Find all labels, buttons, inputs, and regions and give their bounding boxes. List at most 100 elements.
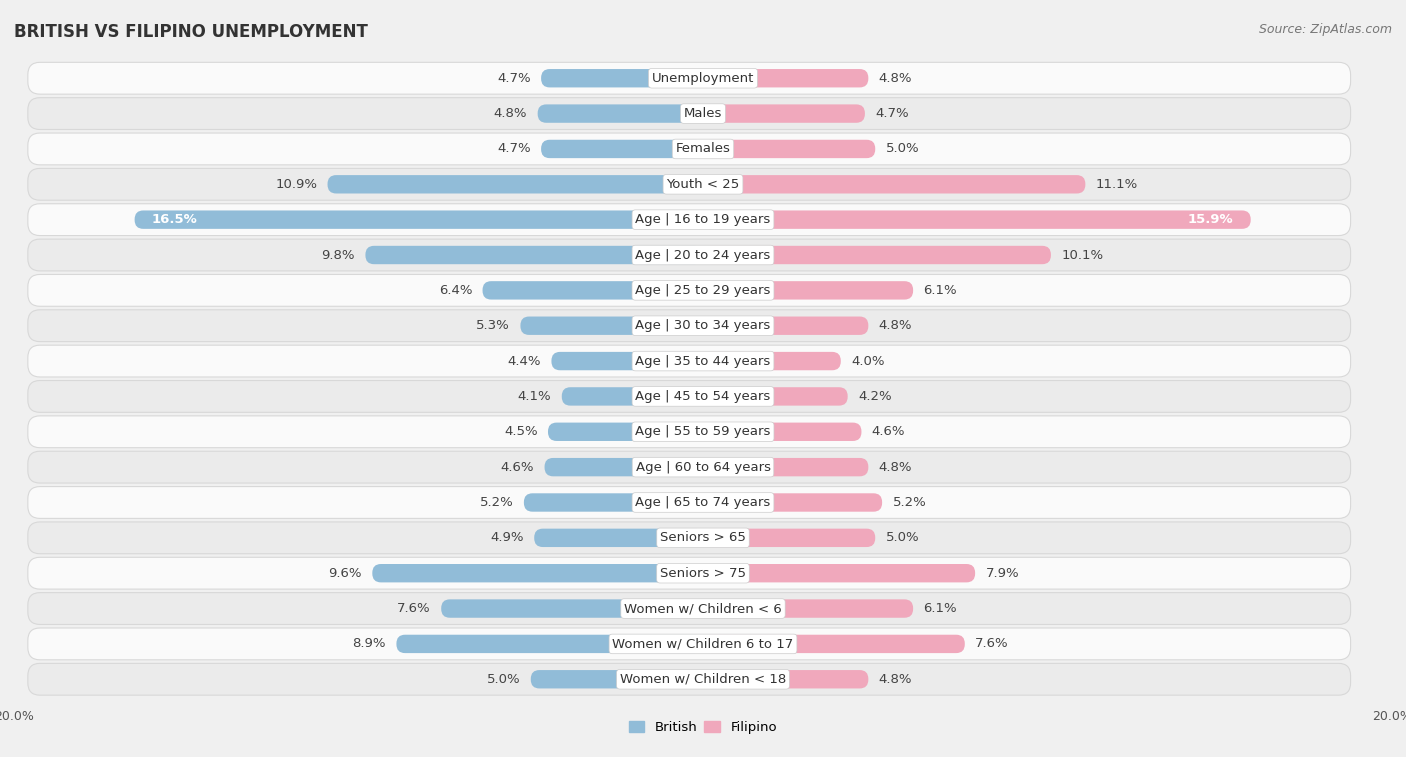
FancyBboxPatch shape: [703, 352, 841, 370]
FancyBboxPatch shape: [541, 140, 703, 158]
FancyBboxPatch shape: [28, 98, 1351, 129]
FancyBboxPatch shape: [482, 281, 703, 300]
FancyBboxPatch shape: [28, 628, 1351, 660]
FancyBboxPatch shape: [537, 104, 703, 123]
Text: Age | 55 to 59 years: Age | 55 to 59 years: [636, 425, 770, 438]
FancyBboxPatch shape: [28, 381, 1351, 413]
FancyBboxPatch shape: [703, 175, 1085, 194]
FancyBboxPatch shape: [441, 600, 703, 618]
FancyBboxPatch shape: [703, 634, 965, 653]
Text: Age | 20 to 24 years: Age | 20 to 24 years: [636, 248, 770, 261]
FancyBboxPatch shape: [703, 600, 912, 618]
Text: 4.5%: 4.5%: [503, 425, 537, 438]
Text: Age | 65 to 74 years: Age | 65 to 74 years: [636, 496, 770, 509]
FancyBboxPatch shape: [703, 69, 869, 87]
Text: 10.1%: 10.1%: [1062, 248, 1104, 261]
Text: 5.2%: 5.2%: [479, 496, 513, 509]
Text: Age | 16 to 19 years: Age | 16 to 19 years: [636, 213, 770, 226]
FancyBboxPatch shape: [28, 522, 1351, 554]
Text: 4.1%: 4.1%: [517, 390, 551, 403]
FancyBboxPatch shape: [703, 140, 875, 158]
Text: 4.2%: 4.2%: [858, 390, 891, 403]
FancyBboxPatch shape: [28, 168, 1351, 200]
Text: Age | 45 to 54 years: Age | 45 to 54 years: [636, 390, 770, 403]
FancyBboxPatch shape: [396, 634, 703, 653]
Text: 4.4%: 4.4%: [508, 354, 541, 368]
FancyBboxPatch shape: [703, 564, 976, 582]
Text: 4.6%: 4.6%: [501, 461, 534, 474]
Text: Source: ZipAtlas.com: Source: ZipAtlas.com: [1258, 23, 1392, 36]
Text: 5.0%: 5.0%: [486, 673, 520, 686]
Text: 5.0%: 5.0%: [886, 142, 920, 155]
Text: Women w/ Children < 6: Women w/ Children < 6: [624, 602, 782, 615]
FancyBboxPatch shape: [28, 487, 1351, 519]
Text: 7.9%: 7.9%: [986, 567, 1019, 580]
Text: 4.7%: 4.7%: [875, 107, 908, 120]
Text: 4.8%: 4.8%: [879, 319, 912, 332]
FancyBboxPatch shape: [703, 458, 869, 476]
Text: 5.0%: 5.0%: [886, 531, 920, 544]
FancyBboxPatch shape: [703, 246, 1050, 264]
Text: 4.7%: 4.7%: [498, 142, 531, 155]
FancyBboxPatch shape: [28, 593, 1351, 625]
Text: 8.9%: 8.9%: [353, 637, 387, 650]
FancyBboxPatch shape: [28, 310, 1351, 341]
FancyBboxPatch shape: [548, 422, 703, 441]
FancyBboxPatch shape: [28, 275, 1351, 307]
FancyBboxPatch shape: [703, 670, 869, 688]
FancyBboxPatch shape: [541, 69, 703, 87]
Text: 7.6%: 7.6%: [398, 602, 430, 615]
Text: 6.1%: 6.1%: [924, 602, 957, 615]
Text: 4.8%: 4.8%: [879, 72, 912, 85]
FancyBboxPatch shape: [328, 175, 703, 194]
Text: 4.8%: 4.8%: [879, 673, 912, 686]
FancyBboxPatch shape: [544, 458, 703, 476]
FancyBboxPatch shape: [551, 352, 703, 370]
Text: 4.8%: 4.8%: [494, 107, 527, 120]
Text: 5.2%: 5.2%: [893, 496, 927, 509]
Text: 4.9%: 4.9%: [491, 531, 524, 544]
Text: 15.9%: 15.9%: [1188, 213, 1233, 226]
Text: 9.8%: 9.8%: [322, 248, 356, 261]
FancyBboxPatch shape: [28, 204, 1351, 235]
Text: 6.1%: 6.1%: [924, 284, 957, 297]
FancyBboxPatch shape: [28, 451, 1351, 483]
FancyBboxPatch shape: [366, 246, 703, 264]
FancyBboxPatch shape: [373, 564, 703, 582]
Text: Females: Females: [675, 142, 731, 155]
Text: 7.6%: 7.6%: [976, 637, 1008, 650]
Legend: British, Filipino: British, Filipino: [623, 715, 783, 740]
Text: 10.9%: 10.9%: [276, 178, 318, 191]
FancyBboxPatch shape: [703, 210, 1251, 229]
Text: Age | 60 to 64 years: Age | 60 to 64 years: [636, 461, 770, 474]
FancyBboxPatch shape: [28, 239, 1351, 271]
FancyBboxPatch shape: [28, 416, 1351, 447]
Text: Age | 35 to 44 years: Age | 35 to 44 years: [636, 354, 770, 368]
Text: 4.0%: 4.0%: [851, 354, 884, 368]
FancyBboxPatch shape: [703, 388, 848, 406]
FancyBboxPatch shape: [562, 388, 703, 406]
FancyBboxPatch shape: [703, 316, 869, 335]
FancyBboxPatch shape: [520, 316, 703, 335]
Text: 4.8%: 4.8%: [879, 461, 912, 474]
Text: Youth < 25: Youth < 25: [666, 178, 740, 191]
FancyBboxPatch shape: [28, 133, 1351, 165]
Text: 11.1%: 11.1%: [1095, 178, 1137, 191]
Text: Seniors > 65: Seniors > 65: [659, 531, 747, 544]
Text: 16.5%: 16.5%: [152, 213, 198, 226]
FancyBboxPatch shape: [28, 62, 1351, 94]
FancyBboxPatch shape: [703, 494, 882, 512]
FancyBboxPatch shape: [28, 345, 1351, 377]
Text: 6.4%: 6.4%: [439, 284, 472, 297]
FancyBboxPatch shape: [703, 528, 875, 547]
Text: 9.6%: 9.6%: [329, 567, 361, 580]
Text: Age | 25 to 29 years: Age | 25 to 29 years: [636, 284, 770, 297]
FancyBboxPatch shape: [703, 281, 912, 300]
Text: BRITISH VS FILIPINO UNEMPLOYMENT: BRITISH VS FILIPINO UNEMPLOYMENT: [14, 23, 368, 41]
FancyBboxPatch shape: [28, 557, 1351, 589]
Text: Age | 30 to 34 years: Age | 30 to 34 years: [636, 319, 770, 332]
Text: Males: Males: [683, 107, 723, 120]
FancyBboxPatch shape: [703, 422, 862, 441]
Text: 5.3%: 5.3%: [477, 319, 510, 332]
FancyBboxPatch shape: [703, 104, 865, 123]
